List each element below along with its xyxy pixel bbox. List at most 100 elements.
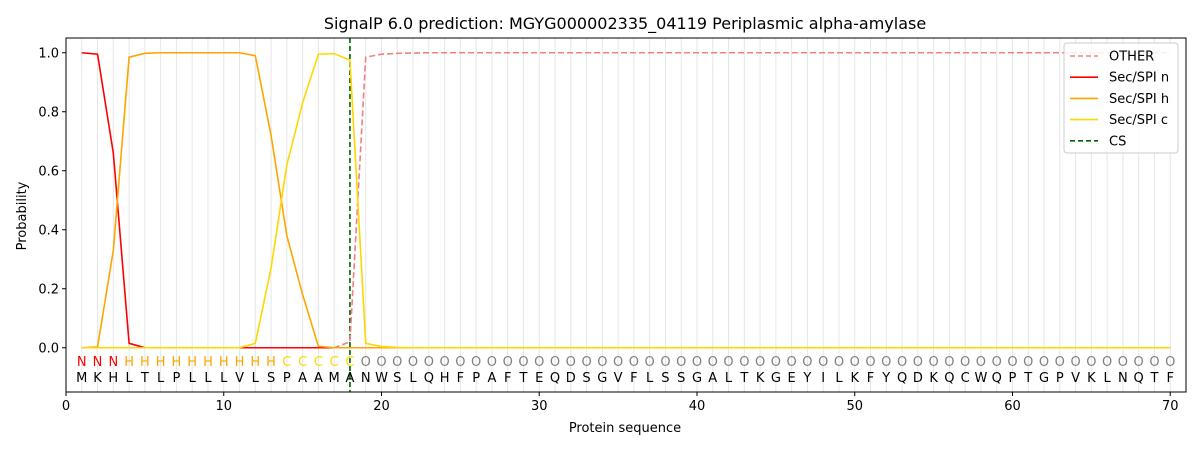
residue-label: N [1118, 371, 1128, 386]
region-label: O [992, 355, 1002, 370]
residue-label: P [1009, 371, 1017, 386]
grid [81, 38, 1171, 392]
series-line-sec-spi-n [81, 51, 1171, 349]
series-lines [81, 51, 1171, 349]
region-label: O [1149, 355, 1159, 370]
region-label: H [266, 355, 276, 370]
residue-label: S [677, 371, 685, 386]
region-label: O [960, 355, 970, 370]
region-label: O [850, 355, 860, 370]
region-label: O [376, 355, 386, 370]
residue-label: P [173, 371, 181, 386]
residue-label: T [739, 371, 748, 386]
region-label: N [93, 355, 103, 370]
residue-label: D [566, 371, 576, 386]
residue-label: D [913, 371, 923, 386]
region-label: O [550, 355, 560, 370]
residue-label: H [440, 371, 450, 386]
region-label: O [1007, 355, 1017, 370]
region-label: O [1086, 355, 1096, 370]
residue-label: N [361, 371, 371, 386]
region-label: O [692, 355, 702, 370]
series-line-sec-spi-h [81, 51, 1171, 349]
region-label: O [487, 355, 497, 370]
legend: OTHER Sec/SPI n Sec/SPI h Sec/SPI c CS [1063, 42, 1179, 154]
region-label: O [1165, 355, 1175, 370]
residue-label: L [252, 371, 260, 386]
residue-label: F [1166, 371, 1173, 386]
residue-label: T [518, 371, 527, 386]
sequence-labels: NMNKNHHLHTHLHPHLHLHLHVHLHSCPCACACMCAONOW… [76, 355, 1175, 386]
residue-label: H [108, 371, 118, 386]
x-tick-label: 0 [62, 399, 70, 414]
residue-label: S [661, 371, 669, 386]
residue-label: F [457, 371, 464, 386]
region-label: O [1023, 355, 1033, 370]
x-tick-label: 70 [1162, 399, 1179, 414]
residue-label: I [821, 371, 825, 386]
region-label: C [298, 355, 307, 370]
residue-label: S [582, 371, 590, 386]
residue-label: F [504, 371, 511, 386]
region-label: O [1039, 355, 1049, 370]
residue-label: L [157, 371, 165, 386]
residue-label: L [189, 371, 197, 386]
x-axis-label: Protein sequence [569, 421, 681, 436]
chart-title: SignalP 6.0 prediction: MGYG000002335_04… [324, 14, 926, 34]
residue-label: G [771, 371, 781, 386]
region-label: H [203, 355, 213, 370]
region-label: H [219, 355, 229, 370]
region-label: O [881, 355, 891, 370]
y-tick-label: 0.2 [38, 282, 59, 297]
region-label: O [771, 355, 781, 370]
y-tick-label: 0.6 [38, 164, 59, 179]
residue-label: S [393, 371, 401, 386]
plot-frame [65, 37, 1187, 393]
y-tick-label: 0.4 [38, 223, 59, 238]
residue-label: V [614, 371, 623, 386]
residue-label: G [597, 371, 607, 386]
residue-label: G [692, 371, 702, 386]
region-label: O [913, 355, 923, 370]
residue-label: L [646, 371, 654, 386]
residue-label: Q [992, 371, 1002, 386]
residue-label: K [1087, 371, 1096, 386]
series-line-sec-spi-c [81, 52, 1171, 349]
residue-label: L [125, 371, 133, 386]
residue-label: F [630, 371, 637, 386]
residue-label: P [472, 371, 480, 386]
residue-label: T [140, 371, 149, 386]
legend-box [1063, 42, 1179, 154]
residue-label: K [929, 371, 938, 386]
region-label: O [944, 355, 954, 370]
region-label: O [503, 355, 513, 370]
region-label: N [108, 355, 118, 370]
region-label: O [424, 355, 434, 370]
region-label: O [676, 355, 686, 370]
region-label: O [455, 355, 465, 370]
axis-ticks: 0 10 20 30 40 50 60 70 0.0 0.2 0.4 0.6 0.8 1.0 [38, 46, 1178, 414]
region-label: H [187, 355, 197, 370]
residue-label: P [283, 371, 291, 386]
residue-label: L [204, 371, 212, 386]
residue-label: Y [881, 371, 890, 386]
legend-label: Sec/SPI c [1109, 113, 1168, 128]
region-label: H [124, 355, 134, 370]
region-label: O [566, 355, 576, 370]
residue-label: W [974, 371, 987, 386]
legend-label: Sec/SPI n [1109, 71, 1169, 86]
region-label: C [345, 355, 354, 370]
region-label: O [1055, 355, 1065, 370]
region-label: O [865, 355, 875, 370]
region-label: O [897, 355, 907, 370]
residue-label: V [1071, 371, 1080, 386]
region-label: O [818, 355, 828, 370]
y-axis-label: Probability [15, 181, 30, 250]
region-label: O [928, 355, 938, 370]
residue-label: P [1056, 371, 1064, 386]
y-tick-label: 1.0 [38, 46, 59, 61]
residue-label: S [267, 371, 275, 386]
region-label: N [77, 355, 87, 370]
region-label: H [250, 355, 260, 370]
